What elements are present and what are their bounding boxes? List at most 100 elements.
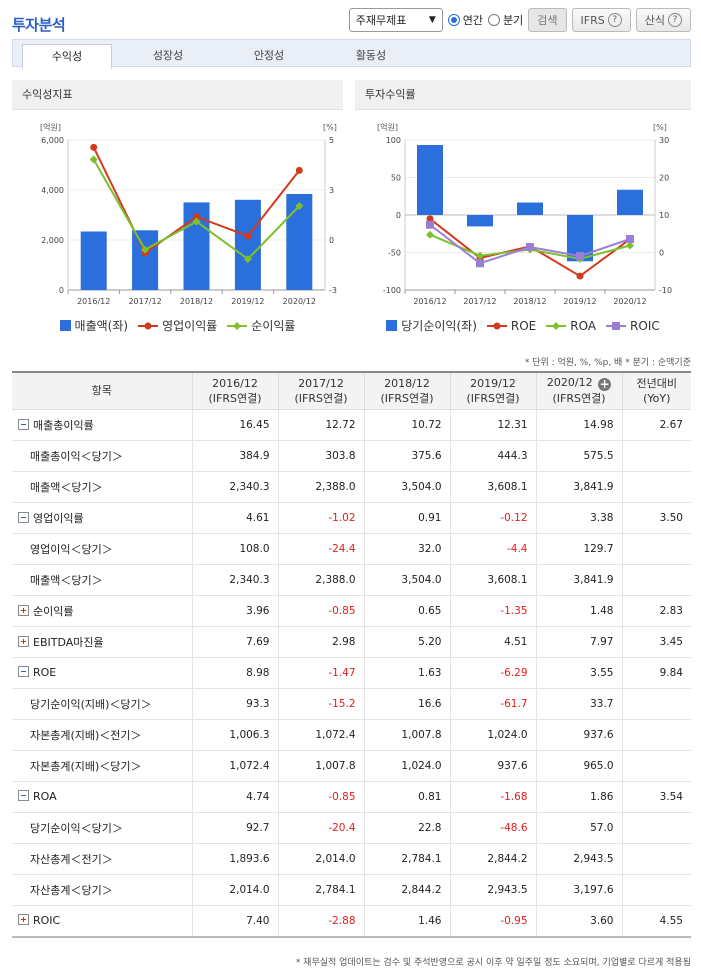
left-tick-label: 6,000 [41, 136, 64, 145]
row-label-cell: 매출총이익＜당기＞ [12, 440, 193, 472]
expand-icon[interactable] [18, 635, 29, 647]
row-label-cell: 자산총계＜당기＞ [12, 874, 193, 906]
row-label-cell: 자산총계＜전기＞ [12, 843, 193, 875]
table-row: ROIC 7.40 -2.88 1.46 -0.95 3.60 4.55 [12, 904, 691, 937]
column-header-year: 2020/12 + (IFRS연결) [535, 371, 623, 410]
right-tick-label: 0 [659, 249, 664, 258]
value-cell: 3.60 [536, 904, 623, 937]
row-label: 자본총계(지배)＜당기＞ [30, 759, 142, 773]
point-순이익률 [141, 245, 150, 254]
point-영업이익률 [90, 143, 98, 151]
bar-2020/12 [617, 189, 643, 215]
collapse-icon[interactable] [18, 418, 29, 430]
row-label: 당기순이익(지배)＜당기＞ [30, 697, 152, 711]
right-axis-unit: [%] [653, 123, 667, 132]
value-cell: 4.74 [192, 780, 279, 813]
add-column-icon[interactable]: + [598, 377, 612, 392]
legend-label: ROE [510, 318, 537, 333]
line-legend-icon [486, 322, 507, 329]
table-row: ROE 8.98 -1.47 1.63 -6.29 3.55 9.84 [12, 656, 691, 689]
legend-label: 영업이익률 [162, 319, 218, 333]
question-icon: ? [607, 13, 622, 27]
value-cell: -61.7 [450, 688, 537, 720]
row-label-cell: 매출액＜당기＞ [12, 564, 193, 596]
value-cell: 2,388.0 [278, 471, 365, 503]
legend-item-net-income[interactable]: 당기순이익(좌) [386, 317, 477, 334]
legend-label: 매출액(좌) [74, 319, 129, 333]
yoy-cell: 2.67 [622, 408, 691, 441]
search-button[interactable]: 검색 [528, 8, 567, 32]
column-basis-label: (IFRS연결) [294, 391, 348, 405]
point-영업이익률 [193, 213, 200, 221]
value-cell: 10.72 [364, 408, 451, 441]
bar-2016/12 [80, 231, 107, 290]
point-순이익률 [89, 155, 98, 164]
value-cell: 8.98 [192, 656, 279, 689]
value-cell: 0.65 [364, 594, 451, 627]
radio-annual[interactable]: 연간 [447, 12, 483, 28]
value-cell: 2,340.3 [192, 471, 279, 503]
statement-select[interactable]: 주재무제표 ▼ [348, 8, 443, 32]
statement-select-value: 주재무제표 [355, 14, 407, 27]
tab-growth[interactable]: 성장성 [152, 49, 184, 62]
legend-item-roe[interactable]: ROE [486, 317, 537, 334]
point-순이익률 [295, 202, 304, 210]
value-cell: -0.95 [450, 904, 537, 937]
tab-activity[interactable]: 활동성 [355, 49, 387, 62]
yoy-cell [622, 564, 691, 596]
row-label-cell: EBITDA마진율 [12, 625, 193, 658]
point-ROIC [526, 243, 534, 252]
formula-button[interactable]: 산식? [635, 8, 691, 32]
yoy-cell: 2.83 [622, 594, 691, 627]
value-cell: 3,841.9 [536, 471, 623, 503]
value-cell: -4.4 [450, 533, 537, 565]
legend-item-roic[interactable]: ROIC [606, 317, 660, 334]
right-tick-label: 20 [659, 174, 669, 183]
bar-2017/12 [467, 215, 493, 227]
value-cell: 0.91 [364, 501, 451, 534]
legend-item-net-margin[interactable]: 순이익률 [227, 317, 295, 334]
table-row: 자산총계＜당기＞ 2,014.0 2,784.1 2,844.2 2,943.5 3,19… [12, 874, 691, 906]
expand-icon[interactable] [18, 914, 29, 925]
tab-stability[interactable]: 안정성 [253, 49, 285, 62]
legend-label: ROIC [630, 318, 660, 333]
point-ROIC [476, 259, 484, 268]
point-ROIC [426, 220, 434, 229]
collapse-icon[interactable] [18, 511, 29, 523]
yoy-cell: 3.45 [622, 625, 691, 658]
table-bottom-divider [12, 936, 691, 938]
left-tick-label: -100 [383, 286, 401, 295]
legend-item-roa[interactable]: ROA [546, 317, 596, 334]
table-row: 매출총이익＜당기＞ 384.9 303.8 375.6 444.3 575.5 [12, 440, 691, 472]
legend-item-op-margin[interactable]: 영업이익률 [138, 317, 217, 334]
legend-item-sales[interactable]: 매출액(좌) [59, 317, 129, 334]
chart-title: 수익성지표 [12, 80, 343, 110]
profitability-chart: [억원] [%] 6,000 4,000 2,000 0 5 3 0 -3 2016/12 2017/… [40, 122, 337, 306]
x-tick-label: 2018/12 [513, 297, 546, 306]
value-cell: 93.3 [192, 688, 279, 720]
value-cell: 444.3 [450, 440, 537, 472]
point-영업이익률 [244, 232, 252, 240]
value-cell: 1,072.4 [192, 750, 279, 782]
expand-icon[interactable] [18, 604, 29, 616]
value-cell: -2.88 [278, 904, 365, 937]
value-cell: -20.4 [278, 812, 365, 844]
collapse-icon[interactable] [18, 666, 29, 677]
column-header-yoy: 전년대비 (YoY) [621, 371, 691, 410]
value-cell: 7.97 [536, 625, 623, 658]
tab-profitability[interactable]: 수익성 [22, 44, 112, 69]
ifrs-button[interactable]: IFRS? [571, 8, 631, 32]
value-cell: 2,844.2 [450, 843, 537, 875]
value-cell: 937.6 [536, 719, 623, 751]
value-cell: 3.96 [192, 594, 279, 627]
value-cell: 3.55 [536, 656, 623, 689]
bar-legend-icon [59, 320, 71, 331]
row-label-cell: 당기순이익＜당기＞ [12, 812, 193, 844]
table-row: 순이익률 3.96 -0.85 0.65 -1.35 1.48 2.83 [12, 594, 691, 627]
legend-label: 순이익률 [251, 319, 296, 333]
radio-quarter[interactable]: 분기 [488, 12, 523, 28]
value-cell: 3,608.1 [450, 564, 537, 596]
collapse-icon[interactable] [18, 790, 29, 801]
investment-return-chart-panel: 투자수익률 [억원] [%] 100 50 0 -50 -100 30 20 10 0 -10 2016… [355, 80, 691, 340]
table-row: 당기순이익(지배)＜당기＞ 93.3 -15.2 16.6 -61.7 33.7 [12, 688, 691, 720]
